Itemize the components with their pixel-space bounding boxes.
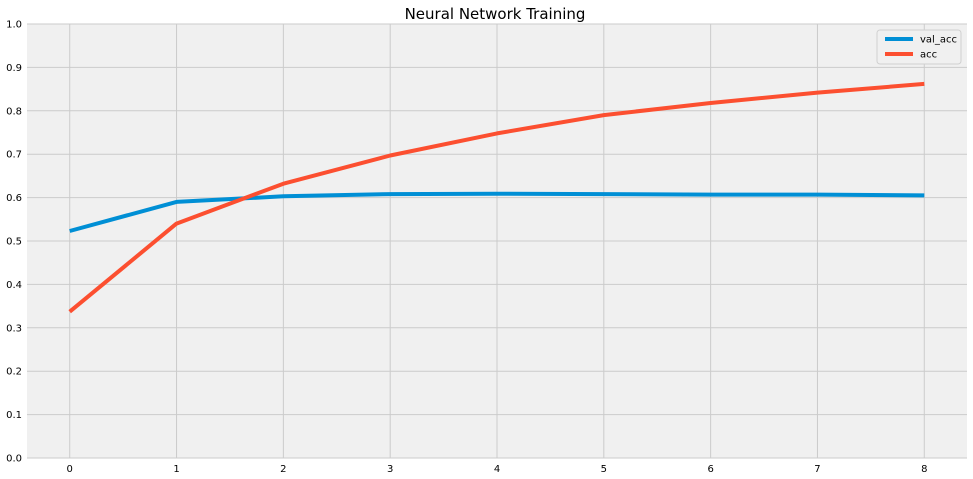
series-lines <box>68 81 925 314</box>
y-tick-label: 0.8 <box>6 106 22 117</box>
x-tick-label: 3 <box>387 464 393 475</box>
series-line-val-acc <box>69 191 925 233</box>
y-tick-label: 0.9 <box>6 63 22 74</box>
y-tick-label: 0.0 <box>6 454 22 465</box>
y-tick-label: 0.4 <box>6 280 22 291</box>
x-tick-label: 5 <box>601 464 607 475</box>
y-tick-label: 1.0 <box>6 20 22 31</box>
grid-lines <box>27 23 967 459</box>
y-tick-label: 0.1 <box>6 410 22 421</box>
y-tick-label: 0.3 <box>6 323 22 334</box>
legend-label: val_acc <box>920 35 957 46</box>
x-tick-label: 7 <box>814 464 820 475</box>
y-axis: 0.0 0.1 0.2 0.3 0.4 0.5 0.6 0.7 0.8 0.9 1.0 <box>6 20 22 465</box>
chart-title: Neural Network Training <box>405 5 586 23</box>
x-tick-label: 6 <box>707 464 713 475</box>
y-tick-label: 0.5 <box>6 237 22 248</box>
y-tick-label: 0.2 <box>6 367 22 378</box>
x-tick-label: 8 <box>921 464 927 475</box>
legend-label: acc <box>920 50 937 61</box>
x-tick-label: 2 <box>280 464 286 475</box>
x-tick-label: 4 <box>494 464 500 475</box>
y-tick-label: 0.7 <box>6 150 22 161</box>
x-axis: 0 1 2 3 4 5 6 7 8 <box>67 464 928 475</box>
x-tick-label: 1 <box>173 464 179 475</box>
y-tick-label: 0.6 <box>6 193 22 204</box>
series-line-acc <box>68 81 925 314</box>
x-tick-label: 0 <box>67 464 73 475</box>
